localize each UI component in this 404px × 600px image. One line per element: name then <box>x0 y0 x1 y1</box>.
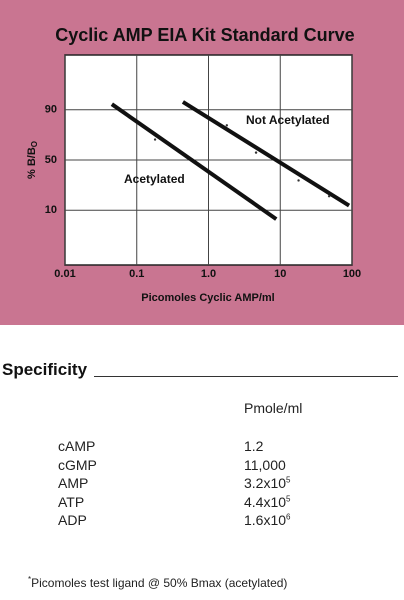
value-base: 3.2x10 <box>244 475 287 491</box>
row-value: 4.4x105 <box>244 494 291 510</box>
data-point <box>254 151 258 154</box>
row-value: 3.2x105 <box>244 475 291 491</box>
y-label-sub: O <box>30 141 39 147</box>
y-tick-label: 90 <box>45 104 57 116</box>
value-base: 1.6x10 <box>244 512 287 528</box>
y-tick-label: 50 <box>45 154 57 166</box>
data-point <box>297 179 300 182</box>
row-name: ADP <box>58 512 87 528</box>
section-heading: Specificity <box>2 360 88 379</box>
value-base: 11,000 <box>244 456 286 473</box>
row-name: cGMP <box>58 456 97 473</box>
y-axis-label: % B/BO <box>26 141 39 179</box>
footnote-mark: * <box>28 575 32 584</box>
x-tick-label: 0.01 <box>54 268 75 280</box>
x-tick-label: 1.0 <box>201 268 216 280</box>
heading-rule <box>94 376 398 377</box>
value-base: 1.2 <box>244 438 264 454</box>
row-name: AMP <box>58 475 89 491</box>
footnote-text: Picomoles test ligand @ 50% Bmax (acetyl… <box>31 576 288 590</box>
series-label: Not Acetylated <box>246 113 330 127</box>
curve <box>181 100 351 208</box>
row-value: 1.6x106 <box>244 512 291 528</box>
value-exponent: 5 <box>286 475 291 485</box>
value-exponent: 6 <box>286 512 291 522</box>
x-tick-label: 100 <box>343 268 361 280</box>
data-point <box>327 195 331 198</box>
value-base: 4.4x10 <box>244 493 287 510</box>
row-value: 11,000 <box>244 457 286 473</box>
footnote: *Picomoles test ligand @ 50% Bmax (acety… <box>28 575 287 590</box>
y-tick-label: 10 <box>45 204 57 216</box>
x-axis-label: Picomoles Cyclic AMP/ml <box>141 292 274 304</box>
row-name: ATP <box>58 493 85 510</box>
chart: Cyclic AMP EIA Kit Standard Curve Picomo… <box>26 25 361 304</box>
x-tick-label: 0.1 <box>129 268 144 280</box>
data-point <box>153 138 157 141</box>
row-name: cAMP <box>58 438 96 454</box>
curve <box>110 102 278 221</box>
column-header: Pmole/ml <box>244 400 303 416</box>
series-label: Acetylated <box>124 172 185 186</box>
y-label-main: % B/B <box>26 147 38 179</box>
data-point <box>225 124 229 127</box>
value-exponent: 5 <box>286 493 291 503</box>
x-tick-label: 10 <box>274 268 286 280</box>
chart-title: Cyclic AMP EIA Kit Standard Curve <box>55 25 354 45</box>
row-value: 1.2 <box>244 438 263 454</box>
